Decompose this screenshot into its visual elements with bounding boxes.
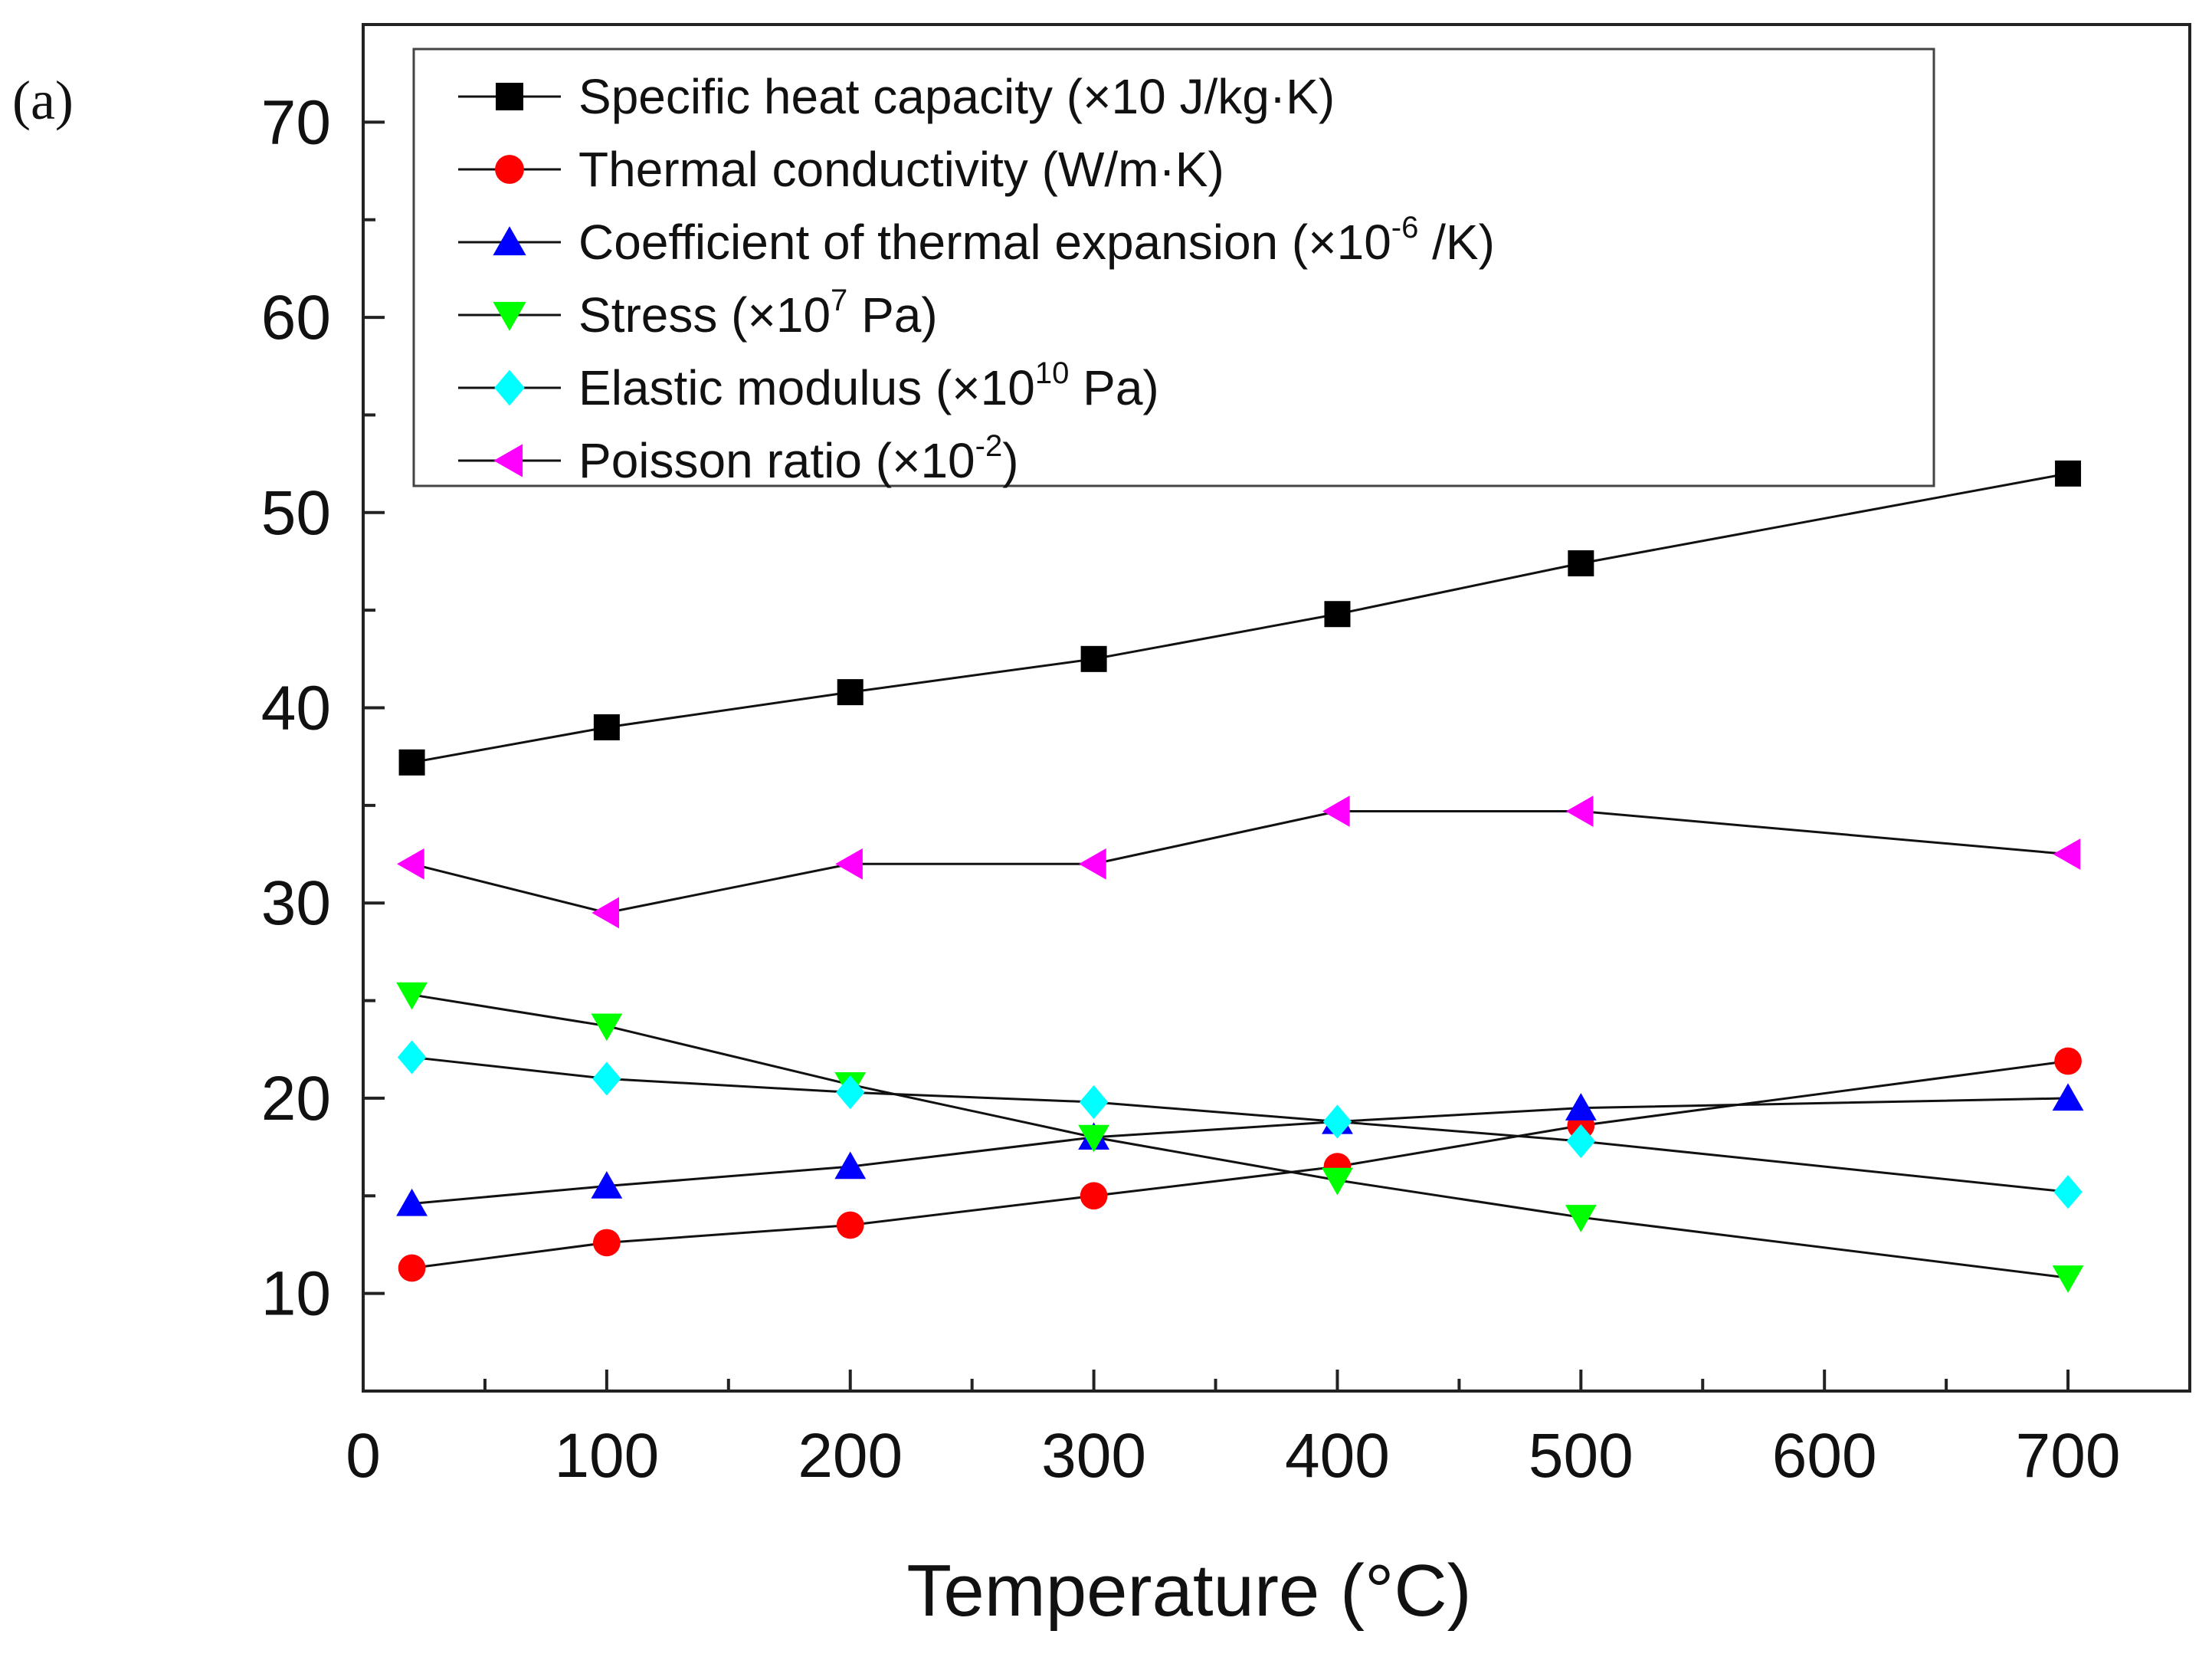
legend-label-sup: 7 [831, 284, 847, 317]
data-point [1080, 645, 1107, 672]
legend-label: Coefficient of thermal expansion (×10-6 … [578, 211, 1495, 270]
x-axis-title: Temperature (°C) [906, 1550, 1471, 1632]
series-line [411, 1055, 2069, 1193]
data-point [396, 1188, 428, 1216]
data-point [592, 1061, 621, 1096]
data-point [1078, 1124, 1109, 1153]
legend-label: Thermal conductivity (W/m·K) [578, 142, 1224, 197]
data-point [2055, 460, 2082, 487]
data-point [396, 982, 428, 1010]
legend: Specific heat capacity (×10 J/kg·K) Therm… [412, 48, 1935, 488]
legend-label-tail: Pa) [1069, 360, 1158, 415]
data-point [1566, 1124, 1596, 1159]
data-point [1568, 550, 1594, 577]
data-point [1565, 796, 1594, 827]
x-tick-label: 300 [1041, 1421, 1146, 1491]
data-point [398, 1254, 426, 1282]
y-tick-label: 40 [261, 674, 331, 743]
x-tick-label: 600 [1772, 1421, 1877, 1491]
legend-label-main: Elastic modulus (×10 [578, 360, 1035, 415]
legend-marker [493, 301, 526, 331]
legend-marker [496, 83, 523, 110]
y-tick-label: 10 [261, 1259, 331, 1329]
data-point [593, 714, 620, 740]
data-point [837, 679, 863, 706]
data-point [591, 1013, 623, 1042]
legend-label-sup: 10 [1035, 356, 1070, 390]
series-line [411, 472, 2069, 764]
y-tick-label: 20 [261, 1064, 331, 1134]
data-point [398, 749, 425, 776]
legend-label-sup: -2 [975, 429, 1003, 463]
data-point [2053, 838, 2081, 870]
legend-label: Elastic modulus (×1010 Pa) [578, 356, 1159, 415]
data-series [396, 460, 2084, 1293]
data-point [2052, 1083, 2084, 1111]
y-axis: 10 20 30 40 50 60 70 [261, 23, 385, 1393]
plot-frame [362, 23, 2191, 1393]
data-point [1565, 1205, 1597, 1232]
data-point [2052, 1265, 2084, 1293]
data-point [1079, 1084, 1109, 1120]
data-point [836, 1211, 864, 1239]
x-tick-label: 100 [554, 1421, 659, 1491]
y-tick-label: 60 [261, 283, 331, 353]
legend-marker [493, 226, 526, 256]
data-point [836, 1075, 865, 1110]
legend-label-tail: Pa) [847, 287, 937, 343]
legend-label-tail: /K) [1418, 215, 1495, 270]
x-tick-label: 0 [346, 1421, 381, 1491]
legend-label-sup: -6 [1391, 211, 1419, 244]
x-tick-label: 200 [798, 1421, 903, 1491]
y-tick-label: 50 [261, 478, 331, 548]
series-line [411, 993, 2069, 1279]
legend-label: Specific heat capacity (×10 J/kg·K) [578, 69, 1335, 124]
data-point [591, 1171, 623, 1199]
x-axis: 0 100 200 300 400 500 600 700 [346, 1370, 2120, 1491]
legend-label-main: Stress (×10 [578, 287, 831, 343]
legend-marker [494, 369, 525, 406]
panel-label: (a) [12, 70, 74, 131]
y-tick-label: 70 [261, 87, 331, 157]
legend-label: Poisson ratio (×10-2) [578, 429, 1019, 488]
legend-label-main: Specific heat capacity (×10 J/kg·K) [578, 69, 1335, 124]
data-point [593, 1229, 621, 1257]
series-line [411, 1060, 2069, 1270]
data-point [2054, 1047, 2082, 1075]
data-point [834, 1151, 867, 1180]
legend-label-main: Coefficient of thermal expansion (×10 [578, 215, 1391, 270]
x-tick-label: 400 [1285, 1421, 1390, 1491]
data-point [592, 897, 620, 929]
data-point [1322, 796, 1350, 827]
legend-box [412, 48, 1935, 487]
x-tick-label: 500 [1529, 1421, 1634, 1491]
data-point [397, 848, 424, 880]
legend-label-main: Thermal conductivity (W/m·K) [578, 142, 1224, 197]
x-tick-label: 700 [2016, 1421, 2121, 1491]
series-line [411, 809, 2069, 914]
y-tick-label: 30 [261, 868, 331, 938]
data-point [1324, 601, 1351, 628]
data-point [835, 848, 863, 880]
legend-label-main: Poisson ratio (×10 [578, 433, 975, 488]
data-point [1322, 1104, 1352, 1139]
data-point [1080, 1182, 1108, 1210]
data-point [397, 1040, 427, 1075]
legend-marker [495, 155, 524, 184]
data-point [1322, 1167, 1353, 1196]
data-point [1565, 1093, 1597, 1121]
data-point [1079, 848, 1106, 880]
data-point [2053, 1175, 2083, 1209]
legend-label-tail: ) [1002, 433, 1018, 488]
legend-label: Stress (×107 Pa) [578, 284, 938, 343]
legend-marker [493, 444, 523, 477]
